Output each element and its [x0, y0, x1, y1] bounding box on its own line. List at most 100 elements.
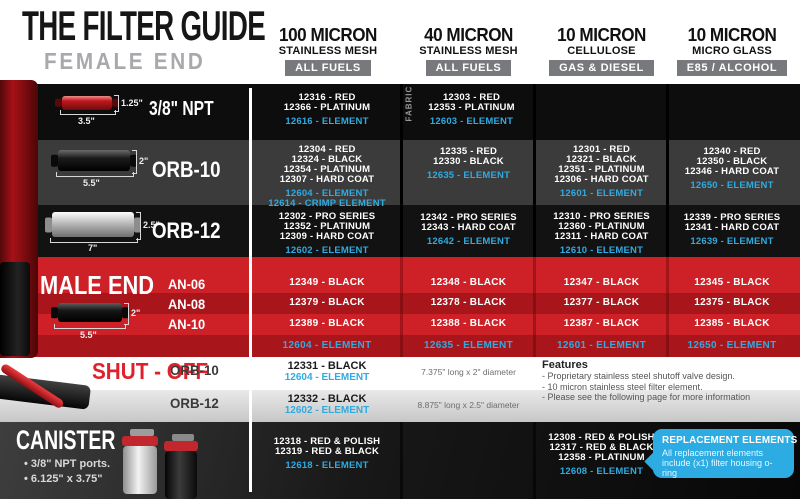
canister-cellulose: 12308 - RED & POLISH 12317 - RED & BLACK…	[537, 433, 666, 477]
male-an10-40micron: 12388 - BLACK	[430, 318, 507, 329]
micron-label: 40 MICRON	[424, 25, 513, 45]
canister-photo-silver	[122, 429, 158, 495]
part-number: 12339 - PRO SERIES	[683, 212, 781, 223]
male-element-cellulose: 12601 - ELEMENT	[557, 340, 646, 351]
canister-bullet: • 6.125" x 3.75"	[24, 473, 103, 485]
media-label: CELLULOSE	[567, 45, 636, 57]
male-an06-40micron: 12348 - BLACK	[430, 277, 507, 288]
canister-bracket	[130, 429, 154, 436]
feature-item: - Proprietary stainless steel shutoff va…	[542, 371, 735, 381]
media-label: MICRO GLASS	[692, 45, 772, 57]
part-number: 12330 - BLACK	[433, 156, 504, 167]
shutoff-orb10-parts: 12331 - BLACK 12604 - ELEMENT	[254, 360, 400, 383]
dimension-line	[114, 95, 119, 112]
male-an10-microglass: 12385 - BLACK	[694, 318, 770, 329]
part-number: 12311 - HARD COAT	[554, 231, 649, 242]
features-block: Features - Proprietary stainless steel s…	[542, 359, 794, 403]
shutoff-label-orb10: ORB-10	[170, 362, 219, 378]
filter-end-cap	[55, 98, 62, 108]
part-number: 12308 - RED & POLISH	[548, 432, 655, 443]
element-number: 12601 - ELEMENT	[559, 188, 644, 199]
shutoff-row2-bg	[0, 390, 800, 422]
cell-orb10-cellulose: 12301 - RED 12321 - BLACK 12351 - PLATIN…	[537, 145, 666, 199]
element-number: 12635 - ELEMENT	[426, 170, 511, 181]
part-number: 12335 - RED	[439, 146, 498, 157]
canister-photo-black	[164, 434, 198, 499]
part-number: 12319 - RED & BLACK	[274, 446, 380, 457]
column-divider	[666, 257, 669, 357]
part-number: 12302 - PRO SERIES	[278, 211, 376, 222]
dimension-label: 2"	[139, 156, 149, 166]
canister-body	[165, 451, 197, 499]
column-divider	[533, 422, 536, 499]
cell-npt-100micron: 12316 - RED 12366 - PLATINUM 12616 - ELE…	[254, 93, 400, 127]
male-element-40micron: 12635 - ELEMENT	[424, 340, 513, 351]
male-an10-100micron: 12389 - BLACK	[289, 318, 365, 329]
dimension-label: 2.5"	[143, 220, 160, 230]
shutoff-orb12-parts: 12332 - BLACK 12602 - ELEMENT	[254, 393, 400, 416]
dimension-label: 5.5"	[80, 330, 97, 340]
male-an08-100micron: 12379 - BLACK	[289, 297, 365, 308]
dimension-line	[54, 324, 126, 329]
filter-end-cap	[134, 217, 141, 232]
column-header-40micron: 40 MICRON STAINLESS MESH ALL FUELS	[404, 25, 533, 76]
column-divider	[533, 84, 536, 257]
filter-end-cap	[112, 98, 119, 108]
column-divider	[400, 257, 403, 357]
shutoff-orb12-size: 8.875" long x 2.5" diameter	[417, 400, 520, 410]
male-an08-cellulose: 12377 - BLACK	[563, 297, 640, 308]
element-number: 12604 - ELEMENT	[284, 372, 370, 383]
element-number: 12650 - ELEMENT	[690, 180, 774, 191]
part-number: 12324 - BLACK	[291, 154, 363, 165]
part-number: 12358 - PLATINUM	[558, 452, 645, 463]
fuel-badge: ALL FUELS	[425, 60, 512, 76]
canister-body	[123, 446, 157, 494]
part-number: 12317 - RED & BLACK	[549, 442, 654, 453]
cell-orb12-40micron: 12342 - PRO SERIES 12343 - HARD COAT 126…	[404, 213, 533, 247]
dimension-line	[60, 110, 116, 115]
element-number: 12610 - ELEMENT	[559, 245, 644, 256]
filter-end-cap	[51, 154, 58, 167]
callout-title: REPLACEMENT ELEMENTS	[662, 434, 798, 446]
filter-end-cap	[130, 154, 137, 167]
shutoff-label-orb12: ORB-12	[170, 395, 219, 411]
male-an10-cellulose: 12387 - BLACK	[563, 318, 640, 329]
page-title: THE FILTER GUIDE	[22, 2, 266, 49]
element-number: 12608 - ELEMENT	[559, 466, 644, 477]
dimension-line	[136, 212, 141, 240]
canister-100micron: 12318 - RED & POLISH 12319 - RED & BLACK…	[254, 437, 400, 471]
female-end-heading: FEMALE END	[44, 48, 206, 74]
element-number: 12639 - ELEMENT	[690, 236, 774, 247]
dimension-line	[124, 303, 129, 325]
feature-item: - 10 micron stainless steel filter eleme…	[542, 381, 703, 392]
cell-npt-40micron: 12303 - RED 12353 - PLATINUM 12603 - ELE…	[410, 93, 533, 127]
part-number: 12332 - BLACK	[287, 393, 367, 405]
filter-end-cap	[122, 306, 129, 319]
fuel-badge: GAS & DIESEL	[549, 60, 654, 76]
cell-orb12-100micron: 12302 - PRO SERIES 12352 - PLATINUM 1230…	[254, 212, 400, 256]
part-number: 12352 - PLATINUM	[283, 221, 371, 232]
micron-label: 10 MICRON	[687, 25, 777, 45]
fuel-badge: E85 / ALCOHOL	[676, 60, 788, 76]
part-number: 12341 - HARD COAT	[684, 222, 780, 233]
element-number: 12616 - ELEMENT	[285, 116, 369, 127]
male-an08-40micron: 12378 - BLACK	[430, 297, 507, 308]
label-column-separator	[249, 88, 252, 492]
male-row-element-bg	[0, 335, 800, 357]
row-label-orb10: ORB-10	[152, 157, 221, 182]
cell-orb12-cellulose: 12310 - PRO SERIES 12360 - PLATINUM 1231…	[537, 212, 666, 256]
male-end-heading: MALE END	[40, 270, 155, 300]
part-number: 12346 - HARD COAT	[684, 166, 780, 177]
canister-cap	[164, 441, 198, 451]
canister-heading: CANISTER	[16, 425, 116, 455]
orb10-filter-photo	[51, 150, 137, 171]
element-number: 12602 - ELEMENT	[284, 405, 370, 416]
cell-orb10-microglass: 12340 - RED 12350 - BLACK 12346 - HARD C…	[668, 147, 796, 191]
part-number: 12303 - RED	[442, 92, 501, 103]
part-number: 12316 - RED	[298, 92, 356, 103]
row-label-orb12: ORB-12	[152, 218, 221, 243]
male-an08-microglass: 12375 - BLACK	[694, 297, 770, 308]
cell-orb10-40micron: 12335 - RED 12330 - BLACK 12635 - ELEMEN…	[404, 147, 533, 181]
dimension-label: 2"	[131, 308, 141, 318]
